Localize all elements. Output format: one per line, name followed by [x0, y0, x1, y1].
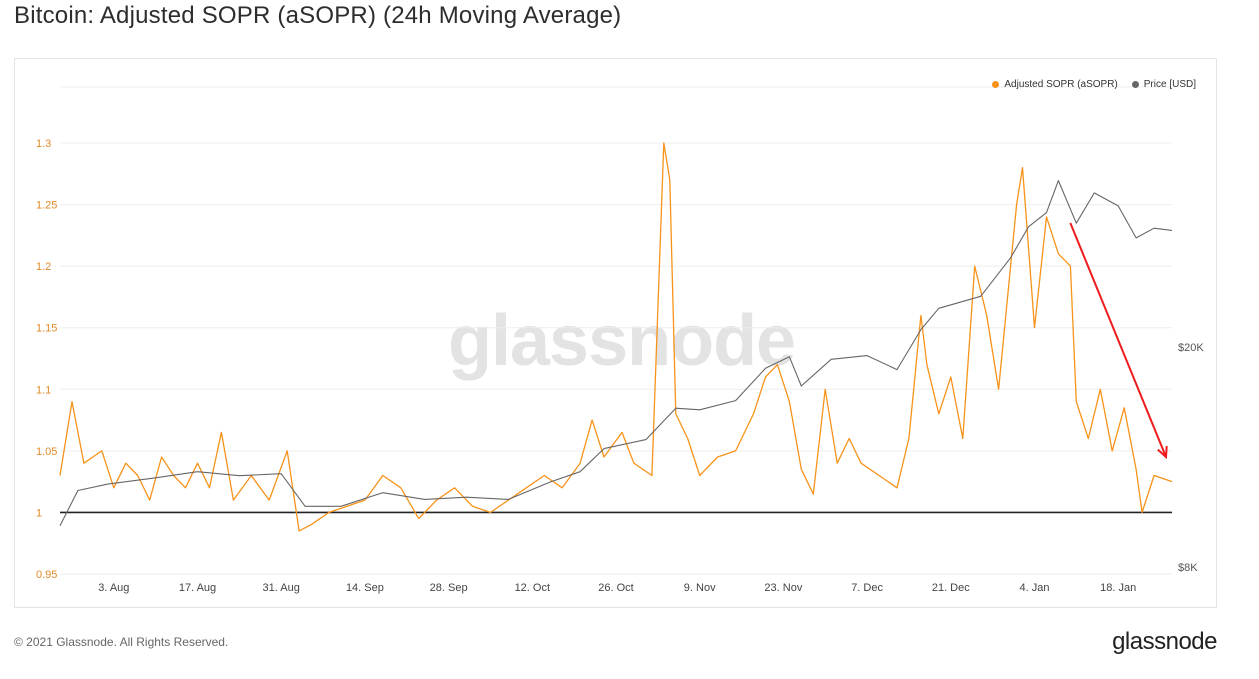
y-tick-label-right: $20K — [1178, 342, 1204, 354]
x-tick-label: 9. Nov — [684, 582, 716, 594]
legend-item-asopr[interactable]: Adjusted SOPR (aSOPR) — [992, 79, 1118, 90]
copyright-text: © 2021 Glassnode. All Rights Reserved. — [14, 635, 229, 649]
x-tick-label: 23. Nov — [764, 582, 802, 594]
x-tick-label: 26. Oct — [598, 582, 633, 594]
x-tick-label: 31. Aug — [263, 582, 300, 594]
y-tick-label-left: 1.15 — [36, 323, 57, 335]
x-tick-label: 17. Aug — [179, 582, 216, 594]
y-tick-label-right: $8K — [1178, 562, 1198, 574]
y-tick-label-left: 1.05 — [36, 446, 57, 458]
glassnode-logo: glassnode — [1112, 628, 1217, 655]
y-tick-label-left: 1.3 — [36, 138, 51, 150]
asopr-series-line — [59, 142, 1173, 532]
x-tick-label: 12. Oct — [515, 582, 550, 594]
annotation-arrow-line — [1069, 222, 1167, 458]
legend-item-price[interactable]: Price [USD] — [1131, 79, 1196, 90]
glassnode-watermark: glassnode — [448, 301, 796, 381]
y-tick-label-left: 1.2 — [36, 261, 51, 273]
x-tick-label: 3. Aug — [98, 582, 129, 594]
x-tick-label: 14. Sep — [346, 582, 384, 594]
x-tick-label: 4. Jan — [1020, 582, 1050, 594]
legend-dot-price — [1131, 81, 1139, 88]
legend-label-asopr: Adjusted SOPR (aSOPR) — [1004, 79, 1118, 90]
legend-dot-asopr — [992, 81, 1000, 88]
y-tick-label-left: 1.25 — [36, 200, 57, 212]
chart-panel — [14, 58, 1217, 608]
price-series-line — [59, 180, 1173, 526]
x-tick-label: 18. Jan — [1100, 582, 1136, 594]
annotation-arrow-head — [1157, 445, 1168, 460]
chart-legend: Adjusted SOPR (aSOPR) Price [USD] — [992, 79, 1196, 90]
y-tick-label-left: 1 — [36, 507, 42, 519]
y-tick-label-left: 0.95 — [36, 569, 57, 581]
legend-label-price: Price [USD] — [1143, 79, 1196, 90]
x-tick-label: 21. Dec — [932, 582, 970, 594]
x-tick-label: 28. Sep — [430, 582, 468, 594]
y-tick-label-left: 1.1 — [36, 384, 51, 396]
x-tick-label: 7. Dec — [851, 582, 883, 594]
chart-title: Bitcoin: Adjusted SOPR (aSOPR) (24h Movi… — [14, 2, 622, 29]
